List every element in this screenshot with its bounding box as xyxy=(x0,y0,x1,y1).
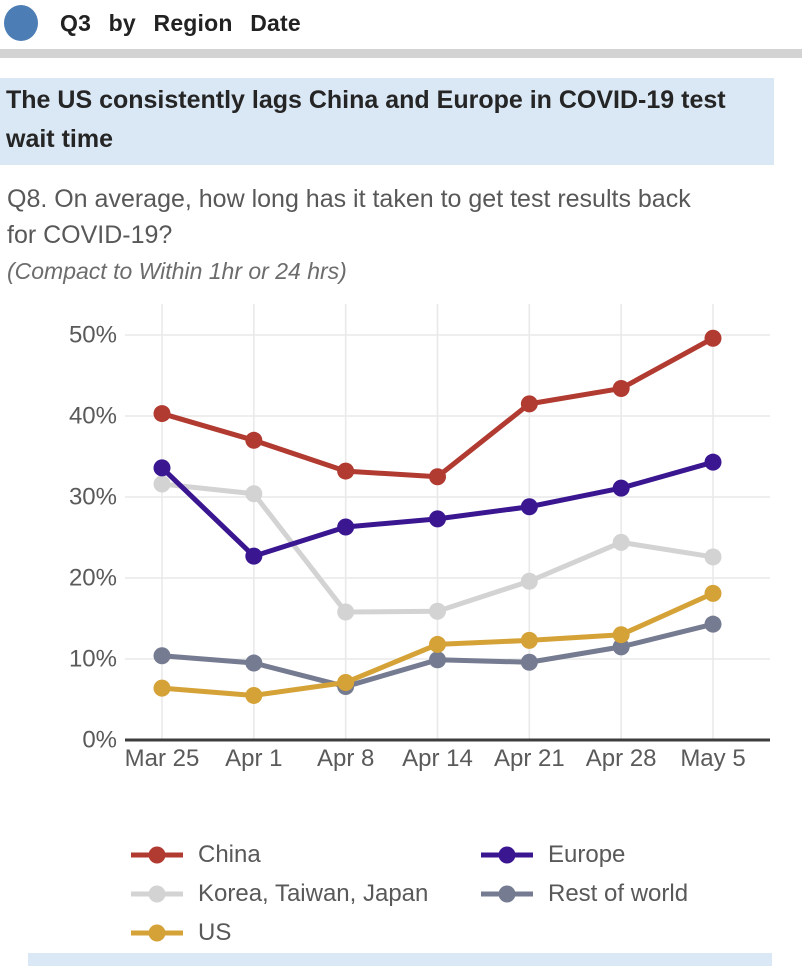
legend-marker-icon xyxy=(481,885,533,903)
y-tick-label: 20% xyxy=(69,565,117,592)
data-point[interactable] xyxy=(704,548,722,566)
visual-title: Q3 by Region Date xyxy=(60,9,301,36)
data-point[interactable] xyxy=(520,631,538,649)
note-text: (Compact to Within 1hr or 24 hrs) xyxy=(7,258,347,284)
x-tick-label: Apr 28 xyxy=(586,745,657,772)
data-point[interactable] xyxy=(429,635,446,653)
data-point[interactable] xyxy=(612,638,630,656)
data-point[interactable] xyxy=(704,615,722,633)
data-point[interactable] xyxy=(704,584,722,602)
y-tick-label: 50% xyxy=(69,322,117,349)
legend-marker-icon xyxy=(481,846,533,864)
line-chart[interactable]: 0% 10% 20% 30% 40% 50% Mar 25 Apr 1 Apr 8 Apr 14 A… xyxy=(0,298,802,780)
data-point[interactable] xyxy=(337,518,355,536)
legend-item-europe[interactable]: Europe xyxy=(480,841,688,868)
question-text: Q8. On average, how long has it taken to… xyxy=(7,185,691,249)
bottom-highlight-bar xyxy=(28,953,772,966)
legend-marker-icon xyxy=(131,924,183,942)
visual-header: Q3 by Region Date xyxy=(4,0,301,46)
data-point[interactable] xyxy=(245,431,263,449)
y-tick-label: 10% xyxy=(69,646,117,673)
legend-item-rest-of-world[interactable]: Rest of world xyxy=(480,880,689,907)
data-point[interactable] xyxy=(245,485,263,503)
data-point[interactable] xyxy=(612,479,630,497)
data-point[interactable] xyxy=(153,475,171,493)
legend-item-us[interactable]: US xyxy=(130,919,480,946)
legend-marker-icon xyxy=(131,846,183,864)
data-point[interactable] xyxy=(704,453,722,471)
legend-label: China xyxy=(198,841,261,868)
legend-label: US xyxy=(198,919,232,946)
data-point[interactable] xyxy=(520,653,538,671)
data-point[interactable] xyxy=(520,395,538,413)
data-point[interactable] xyxy=(245,547,263,565)
line-chart-svg[interactable]: 0% 10% 20% 30% 40% 50% Mar 25 Apr 1 Apr 8 Apr 14 A… xyxy=(0,298,802,780)
y-tick-label: 0% xyxy=(82,727,117,754)
data-point[interactable] xyxy=(153,459,171,477)
data-point[interactable] xyxy=(245,686,263,704)
legend-label: Korea, Taiwan, Japan xyxy=(198,880,429,907)
legend-marker-icon xyxy=(131,885,183,903)
data-point[interactable] xyxy=(520,498,538,516)
data-point[interactable] xyxy=(153,405,171,423)
headline-text: The US consistently lags China and Europ… xyxy=(0,78,774,165)
legend-label: Rest of world xyxy=(548,880,689,907)
data-point[interactable] xyxy=(153,679,171,697)
data-point[interactable] xyxy=(612,379,630,397)
data-point[interactable] xyxy=(612,533,630,551)
x-tick-label: Mar 25 xyxy=(125,745,200,772)
data-point[interactable] xyxy=(337,603,355,621)
y-tick-label: 40% xyxy=(69,403,117,430)
x-tick-label: Apr 8 xyxy=(317,745,374,772)
x-tick-label: May 5 xyxy=(680,745,745,772)
x-tick-label: Apr 1 xyxy=(225,745,282,772)
chart-legend: China Europe Korea, Taiwan, Japan Rest of w… xyxy=(130,841,689,946)
data-point[interactable] xyxy=(429,651,446,669)
data-point[interactable] xyxy=(704,329,722,347)
data-point[interactable] xyxy=(429,602,446,620)
y-tick-label: 30% xyxy=(69,484,117,511)
legend-item-korea-taiwan-japan[interactable]: Korea, Taiwan, Japan xyxy=(130,880,480,907)
x-tick-label: Apr 14 xyxy=(402,745,473,772)
data-point[interactable] xyxy=(612,626,630,644)
data-point[interactable] xyxy=(337,462,355,480)
report-dot-icon xyxy=(4,5,38,41)
x-tick-label: Apr 21 xyxy=(494,745,565,772)
data-point[interactable] xyxy=(337,673,355,691)
data-point[interactable] xyxy=(520,572,538,590)
legend-item-china[interactable]: China xyxy=(130,841,480,868)
data-point[interactable] xyxy=(429,468,446,486)
data-point[interactable] xyxy=(429,510,446,528)
data-point[interactable] xyxy=(153,647,171,665)
header-divider xyxy=(0,49,802,58)
legend-label: Europe xyxy=(548,841,626,868)
data-point[interactable] xyxy=(245,654,263,672)
